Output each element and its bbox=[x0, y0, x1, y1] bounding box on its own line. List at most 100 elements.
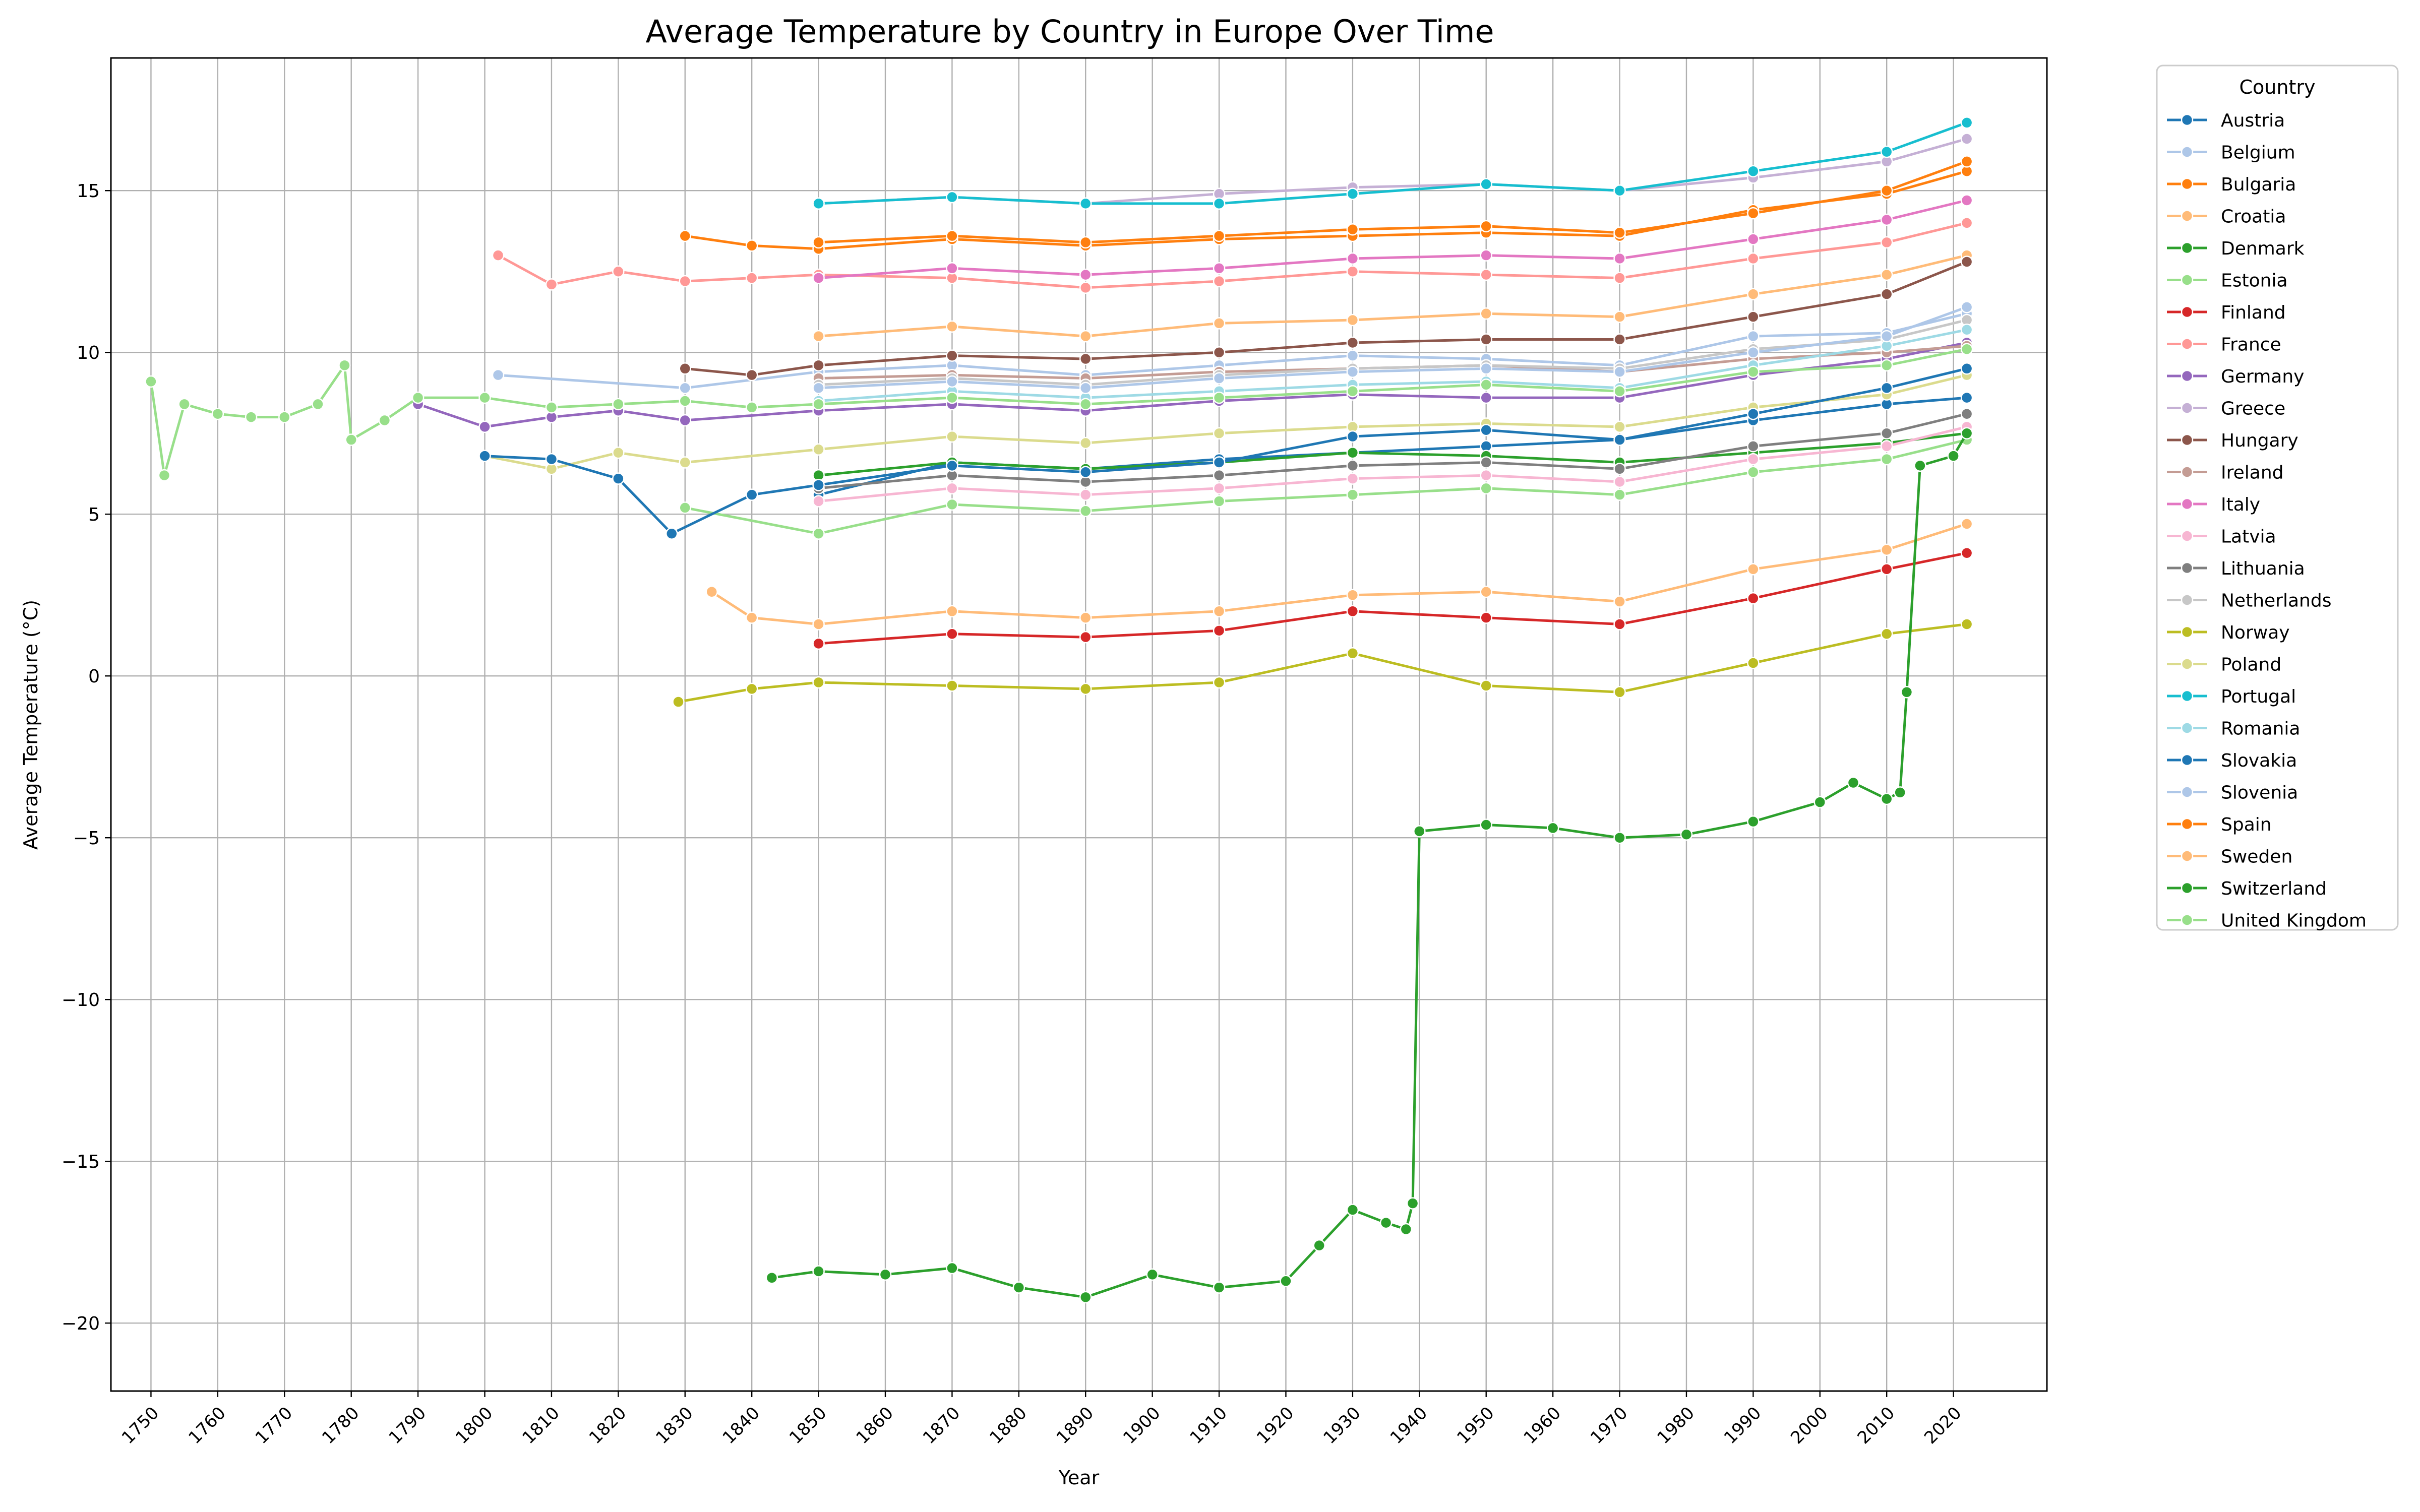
data-point bbox=[1880, 359, 1893, 372]
series-slovakia bbox=[478, 362, 1973, 540]
data-point bbox=[1480, 362, 1492, 375]
series-portugal bbox=[812, 116, 1973, 210]
y-tick-label: −20 bbox=[62, 1313, 100, 1334]
data-point bbox=[1960, 194, 1973, 207]
data-point bbox=[211, 407, 224, 420]
series-norway bbox=[672, 618, 1973, 708]
legend-label: Latvia bbox=[2221, 527, 2276, 547]
data-point bbox=[1480, 391, 1492, 404]
data-point bbox=[1213, 372, 1226, 385]
data-point bbox=[1960, 391, 1973, 404]
legend-item-united-kingdom: United Kingdom bbox=[2167, 911, 2367, 931]
data-point bbox=[1613, 333, 1626, 346]
data-point bbox=[946, 1262, 958, 1275]
legend-label: Switzerland bbox=[2221, 878, 2327, 899]
data-point bbox=[1406, 1197, 1419, 1210]
legend-swatch-marker bbox=[2181, 433, 2194, 447]
legend-item-romania: Romania bbox=[2167, 719, 2300, 739]
series-line-slovenia bbox=[818, 305, 1967, 390]
data-point bbox=[1213, 229, 1226, 242]
data-point bbox=[1613, 310, 1626, 323]
data-point bbox=[812, 272, 825, 284]
y-tick-label: −5 bbox=[73, 828, 100, 849]
data-point bbox=[1914, 459, 1926, 472]
legend-item-france: France bbox=[2167, 335, 2281, 355]
data-point bbox=[812, 1265, 825, 1278]
data-point bbox=[745, 611, 758, 624]
data-point bbox=[946, 229, 958, 242]
data-point bbox=[1346, 187, 1359, 200]
legend-swatch-marker bbox=[2181, 146, 2194, 158]
series-line-finland bbox=[818, 551, 1967, 645]
legend-swatch-marker bbox=[2181, 914, 2194, 926]
legend-swatch-marker bbox=[2181, 177, 2194, 191]
data-point bbox=[1079, 436, 1092, 450]
data-point bbox=[1880, 453, 1893, 466]
legend-swatch-marker bbox=[2181, 466, 2194, 478]
series-line-latvia bbox=[818, 425, 1967, 502]
data-point bbox=[1480, 611, 1492, 624]
legend-swatch-marker bbox=[2181, 817, 2194, 831]
legend-item-norway: Norway bbox=[2167, 622, 2290, 643]
legend-swatch-marker bbox=[2181, 881, 2194, 895]
data-point bbox=[1480, 818, 1492, 831]
data-point bbox=[492, 368, 505, 382]
data-point bbox=[1747, 815, 1760, 828]
series-sweden bbox=[705, 518, 1973, 631]
data-point bbox=[812, 618, 825, 631]
data-point bbox=[705, 586, 718, 598]
legend-item-sweden: Sweden bbox=[2167, 847, 2292, 867]
legend-swatch-marker bbox=[2181, 113, 2194, 127]
legend-item-poland: Poland bbox=[2167, 655, 2281, 675]
legend-swatch-marker bbox=[2181, 658, 2194, 670]
data-point bbox=[1346, 488, 1359, 501]
legend-title: Country bbox=[2240, 76, 2316, 98]
data-point bbox=[812, 479, 825, 491]
series-spain bbox=[812, 155, 1973, 249]
data-point bbox=[612, 265, 625, 278]
data-point bbox=[312, 398, 324, 411]
legend-swatch-marker bbox=[2181, 530, 2194, 542]
data-point bbox=[1613, 433, 1626, 446]
legend-label: Slovenia bbox=[2221, 783, 2298, 803]
legend-swatch-marker bbox=[2181, 753, 2194, 767]
legend-label: Lithuania bbox=[2221, 558, 2305, 579]
legend-item-netherlands: Netherlands bbox=[2167, 591, 2331, 611]
legend-label: Estonia bbox=[2221, 271, 2288, 291]
data-point bbox=[1613, 618, 1626, 631]
data-point bbox=[1613, 420, 1626, 433]
data-point bbox=[1079, 466, 1092, 478]
data-point bbox=[545, 453, 558, 466]
legend-label: Ireland bbox=[2221, 463, 2284, 483]
data-point bbox=[946, 262, 958, 275]
data-point bbox=[1880, 236, 1893, 249]
data-point bbox=[612, 446, 625, 459]
data-point bbox=[1813, 796, 1827, 808]
data-point bbox=[1313, 1239, 1325, 1252]
series-layer bbox=[145, 116, 1973, 1304]
data-point bbox=[946, 605, 958, 618]
data-point bbox=[1960, 618, 1973, 631]
data-point bbox=[745, 368, 758, 382]
data-point bbox=[1613, 184, 1626, 197]
data-point bbox=[1213, 469, 1226, 482]
legend-label: Norway bbox=[2221, 622, 2290, 643]
data-point bbox=[1880, 184, 1893, 197]
data-point bbox=[1960, 116, 1973, 129]
data-point bbox=[545, 401, 558, 414]
data-point bbox=[1079, 682, 1092, 696]
data-point bbox=[158, 469, 171, 482]
legend-label: Slovakia bbox=[2221, 750, 2297, 771]
data-point bbox=[1480, 178, 1492, 191]
legend-swatch-marker bbox=[2181, 561, 2194, 575]
data-point bbox=[1747, 365, 1760, 378]
data-point bbox=[1346, 1204, 1359, 1216]
data-point bbox=[1213, 262, 1226, 275]
y-tick-label: −15 bbox=[62, 1152, 100, 1172]
data-point bbox=[1346, 313, 1359, 327]
legend-item-finland: Finland bbox=[2167, 302, 2286, 323]
legend-item-greece: Greece bbox=[2167, 399, 2285, 419]
data-point bbox=[1747, 466, 1760, 478]
data-point bbox=[1213, 427, 1226, 439]
